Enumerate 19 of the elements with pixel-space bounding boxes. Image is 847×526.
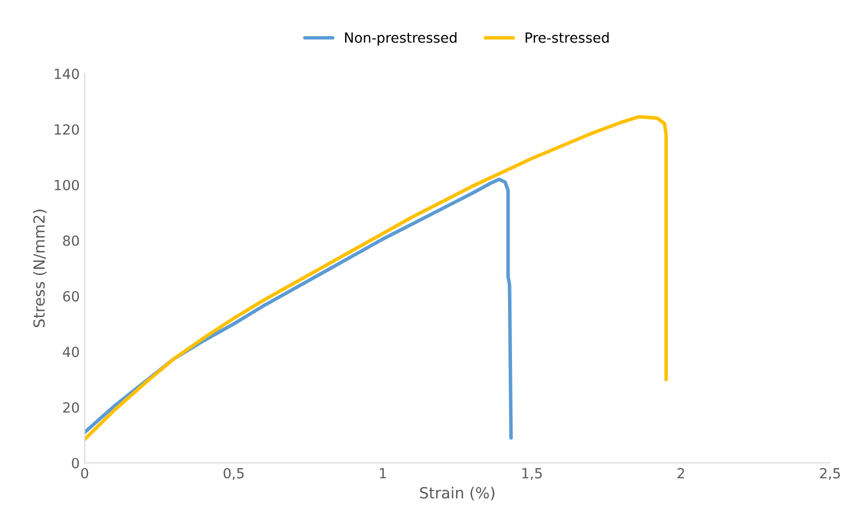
x-tick-label: 0,5 [224, 468, 244, 480]
x-tick-label: 2,5 [820, 468, 840, 480]
y-tick-label: 120 [54, 124, 79, 135]
line-series [84, 115, 668, 441]
y-tick-label: 100 [54, 180, 79, 190]
y-tick-label: 40 [62, 346, 79, 358]
y-tick-label: 20 [63, 402, 79, 413]
x-tick-label: 1 [380, 468, 386, 478]
x-axis-title: Strain (%) [420, 486, 494, 500]
legend-label: Non-prestressed [345, 32, 456, 46]
legend-label: Pre-stressed [526, 32, 609, 43]
y-tick-label: 60 [63, 291, 79, 302]
x-tick-label: 2 [678, 468, 684, 478]
x-tick-label: 1,5 [522, 468, 542, 480]
x-tick-label: 0 [81, 468, 88, 478]
y-axis-title: Stress (N/mm2) [33, 210, 47, 328]
y-tick-label: 140 [54, 68, 79, 80]
y-tick-label: 0 [72, 458, 79, 468]
y-tick-label: 80 [63, 235, 79, 246]
